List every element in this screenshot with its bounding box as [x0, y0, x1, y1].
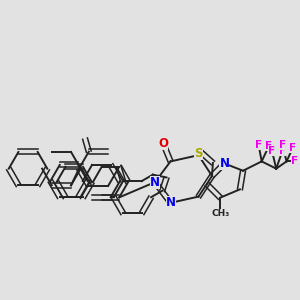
Text: N: N [150, 176, 160, 189]
Text: F: F [255, 140, 262, 150]
Text: O: O [158, 137, 168, 150]
Text: F: F [268, 146, 276, 156]
Text: F: F [291, 156, 298, 167]
Text: CH₃: CH₃ [211, 209, 230, 218]
Text: S: S [194, 147, 203, 160]
Text: F: F [279, 146, 286, 156]
Text: N: N [166, 196, 176, 209]
Text: F: F [289, 143, 296, 153]
Text: N: N [219, 157, 230, 170]
Text: F: F [266, 141, 272, 151]
Text: F: F [279, 140, 286, 150]
